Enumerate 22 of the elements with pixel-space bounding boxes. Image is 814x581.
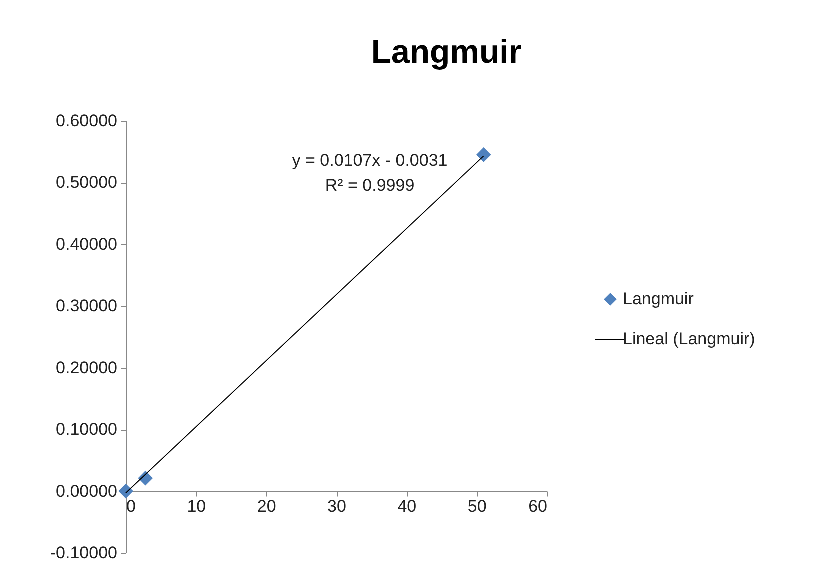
point	[118, 484, 134, 499]
x-tick-label: 20	[257, 496, 276, 516]
x-tick-label: 30	[328, 496, 346, 516]
annotation: R² = 0.9999	[325, 176, 415, 195]
y-tick-label: 0.30000	[56, 296, 118, 316]
point	[476, 148, 492, 162]
x-tick-label: 0	[126, 496, 136, 516]
legend-label: Langmuir	[623, 290, 694, 308]
x-tick-label: 60	[528, 496, 548, 516]
y-tick-label: 0.40000	[56, 234, 118, 254]
y-tick-label: 0.60000	[56, 112, 118, 130]
annotation: y = 0.0107x - 0.0031	[292, 151, 448, 170]
y-tick-label: 0.00000	[56, 482, 118, 501]
x-tick-label: 10	[187, 496, 206, 516]
y-tick-label: 0.10000	[56, 420, 118, 440]
y-tick-label: -0.10000	[50, 544, 118, 562]
x-tick-label: 40	[398, 496, 417, 516]
legend-label: Lineal (Langmuir)	[623, 330, 756, 348]
y-tick-label: 0.50000	[56, 173, 118, 192]
x-tick-label: 50	[468, 496, 487, 516]
y-tick-label: 0.20000	[56, 358, 118, 378]
chart-title: Langmuir	[371, 33, 522, 70]
